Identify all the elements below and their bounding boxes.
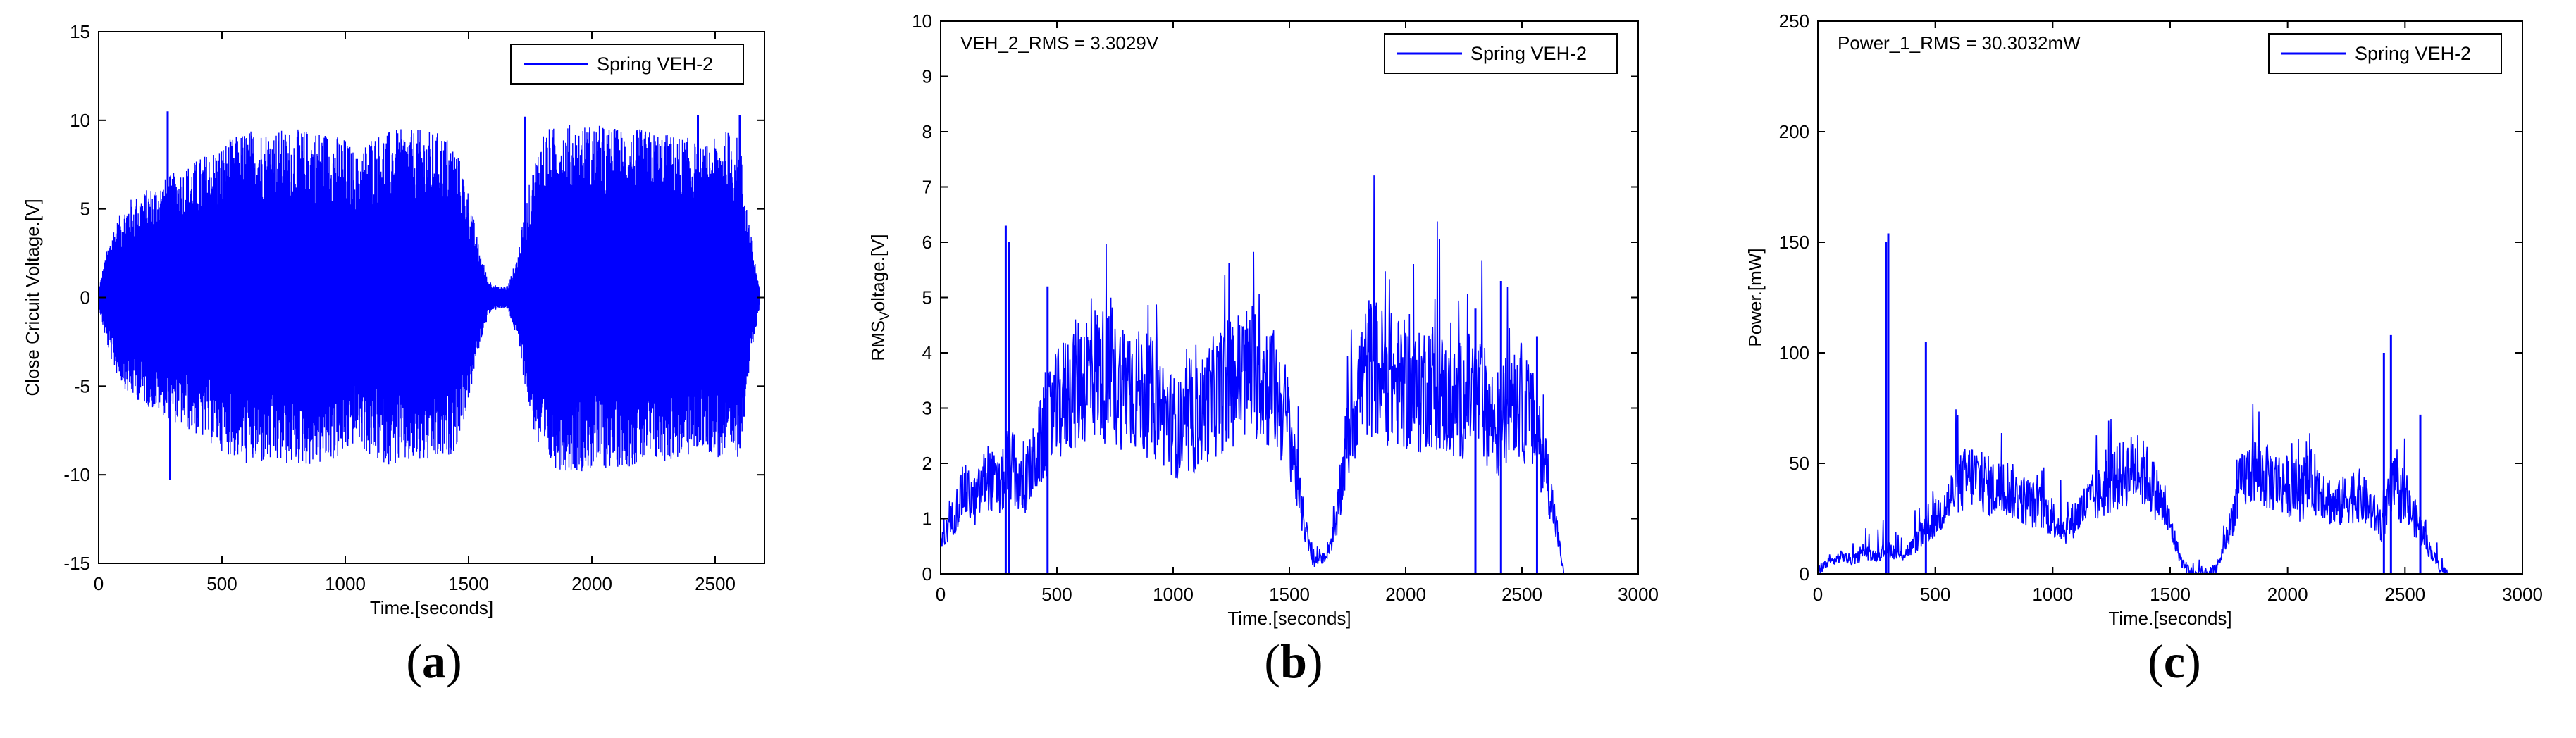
y-tick-label: 200 (1779, 121, 1809, 142)
x-tick-label: 1000 (2032, 584, 2073, 605)
y-axis-label: Power.[mW] (1745, 248, 1766, 346)
x-tick-label: 1000 (325, 573, 366, 594)
y-tick-label: -10 (63, 464, 90, 485)
y-tick-label: 10 (912, 11, 932, 32)
y-tick-label: 1 (922, 508, 932, 530)
x-tick-label: 500 (1920, 584, 1950, 605)
signal-line (941, 175, 1565, 574)
y-axis-label: RMSVoltage.[V] (867, 234, 893, 361)
y-tick-label: 0 (922, 563, 932, 584)
chart-panel-0: 0 500 1000 1500 2000 2500 -15 -10 -5 0 5 10 15 Time.[… (22, 21, 765, 618)
y-tick-label: 8 (922, 121, 932, 142)
y-axis-label: Close Cricuit Voltage.[V] (22, 199, 43, 396)
axes-box (1817, 20, 2523, 575)
series-trace (941, 175, 1565, 574)
caption-open-paren: ( (1264, 634, 1281, 688)
y-tick-label: 9 (922, 66, 932, 87)
y-tick-label: 0 (1800, 563, 1809, 584)
x-axis-label: Time.[seconds] (370, 597, 493, 618)
y-tick-label: 5 (80, 199, 90, 220)
legend: Spring VEH-2 (510, 44, 744, 85)
x-tick-label: 2000 (2267, 584, 2308, 605)
x-tick-label: 2500 (695, 573, 736, 594)
y-tick-label: 150 (1779, 232, 1809, 253)
legend-label: Spring VEH-2 (1470, 43, 1587, 64)
rms-annotation: Power_1_RMS = 30.3032mW (1838, 32, 2081, 54)
y-tick-label: 15 (70, 21, 90, 42)
y-tick-label: 3 (922, 398, 932, 419)
x-tick-label: 2500 (1501, 584, 1542, 605)
panel-caption-a: (a) (364, 634, 504, 689)
chart-panel-2: 0 500 1000 1500 2000 2500 3000 0 50 100 150 200 250 T… (1745, 11, 2543, 629)
caption-open-paren: ( (406, 634, 422, 688)
x-axis-label: Time.[seconds] (2108, 608, 2231, 629)
x-tick-label: 2500 (2384, 584, 2425, 605)
x-tick-label: 500 (206, 573, 237, 594)
y-tick-label: 6 (922, 232, 932, 253)
x-tick-label: 3000 (1618, 584, 1659, 605)
x-tick-label: 0 (1813, 584, 1823, 605)
y-tick-label: 2 (922, 453, 932, 474)
panel-caption-c: (c) (2104, 634, 2245, 689)
x-tick-label: 2000 (571, 573, 612, 594)
legend-box (1384, 33, 1618, 74)
signal-line (99, 125, 760, 472)
chart-panel-1: 0 500 1000 1500 2000 2500 3000 0 1 2 3 4 5 6 7 8 9 10 Time… (867, 11, 1659, 629)
y-tick-label: 7 (922, 177, 932, 198)
caption-letter: b (1280, 634, 1307, 688)
x-tick-label: 3000 (2502, 584, 2543, 605)
series-trace (1818, 233, 2448, 574)
caption-close-paren: ) (446, 634, 462, 688)
y-tick-label: 50 (1789, 453, 1809, 474)
axes-box (940, 20, 1639, 575)
caption-open-paren: ( (2148, 634, 2164, 688)
signal-line (1818, 404, 2448, 574)
panel-caption-b: (b) (1223, 634, 1364, 689)
y-tick-label: 4 (922, 342, 932, 363)
x-tick-label: 1500 (1269, 584, 1310, 605)
rms-annotation: VEH_2_RMS = 3.3029V (960, 32, 1159, 54)
x-tick-label: 0 (936, 584, 946, 605)
y-tick-label: 10 (70, 110, 90, 131)
legend: Spring VEH-2 (2268, 33, 2502, 74)
y-tick-label: -5 (74, 375, 90, 396)
x-tick-label: 1000 (1153, 584, 1194, 605)
y-tick-label: 100 (1779, 342, 1809, 363)
y-tick-label: 5 (922, 287, 932, 308)
y-tick-label: -15 (63, 553, 90, 574)
x-tick-label: 1500 (2150, 584, 2191, 605)
x-tick-label: 500 (1041, 584, 1072, 605)
caption-close-paren: ) (1306, 634, 1323, 688)
x-tick-label: 1500 (448, 573, 489, 594)
x-tick-label: 2000 (1385, 584, 1426, 605)
caption-letter: a (422, 634, 446, 688)
legend-label: Spring VEH-2 (2355, 43, 2471, 64)
caption-close-paren: ) (2185, 634, 2201, 688)
x-axis-label: Time.[seconds] (1227, 608, 1351, 629)
legend-label: Spring VEH-2 (597, 54, 713, 75)
caption-letter: c (2163, 634, 2186, 688)
x-tick-label: 0 (94, 573, 104, 594)
legend: Spring VEH-2 (1384, 33, 1618, 74)
y-tick-label: 0 (80, 287, 90, 308)
series-trace (99, 111, 760, 480)
y-tick-label: 250 (1779, 11, 1809, 32)
